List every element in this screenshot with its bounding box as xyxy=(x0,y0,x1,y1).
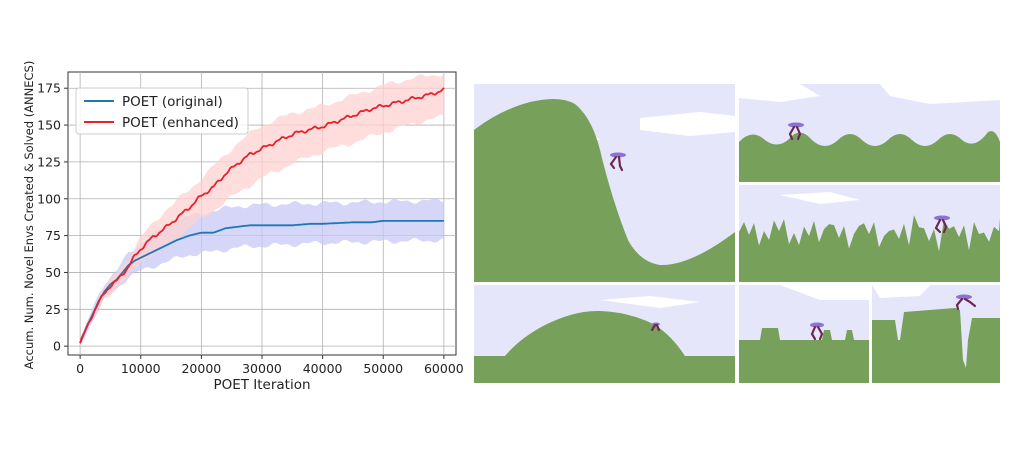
y-tick-label: 175 xyxy=(37,81,61,96)
walker-agent xyxy=(810,322,824,341)
env-panel-big-hill xyxy=(474,84,735,282)
env-panel-dome xyxy=(474,285,735,383)
y-tick-label: 25 xyxy=(45,302,61,317)
x-tick-label: 0 xyxy=(76,361,84,376)
walker-agent xyxy=(934,215,950,234)
x-axis-label: POET Iteration xyxy=(213,377,310,393)
walker-agent xyxy=(650,322,661,332)
y-tick-label: 0 xyxy=(53,339,61,354)
x-tick-label: 20000 xyxy=(181,361,221,376)
walker-agent xyxy=(788,122,804,141)
legend-label-enhanced: POET (enhanced) xyxy=(122,115,239,131)
env-panel-gaps xyxy=(872,285,1000,383)
env-panel-rough xyxy=(739,185,1000,282)
walker-agent xyxy=(955,294,977,311)
env-panel-stumps xyxy=(739,285,869,383)
y-tick-label: 50 xyxy=(45,265,61,280)
y-tick-label: 125 xyxy=(37,154,61,169)
x-tick-label: 60000 xyxy=(424,361,464,376)
series-line xyxy=(79,87,445,344)
legend-box xyxy=(75,87,249,135)
confidence-band xyxy=(80,74,444,348)
x-tick-label: 10000 xyxy=(121,361,161,376)
legend: POET (original) POET (enhanced) xyxy=(75,87,249,135)
y-tick-label: 150 xyxy=(37,118,61,133)
series-lines xyxy=(79,87,445,344)
annecs-chart: 0 10000 20000 30000 40000 50000 60000 0 25 50 75 10… xyxy=(22,61,464,393)
series-line xyxy=(79,220,444,344)
x-tick-label: 50000 xyxy=(363,361,403,376)
y-tick-label: 100 xyxy=(37,191,61,206)
env-panel-bumps xyxy=(739,84,1000,182)
y-tick-label: 75 xyxy=(45,228,61,243)
legend-label-original: POET (original) xyxy=(122,94,223,110)
y-axis-label: Accum. Num. Novel Envs Created & Solved … xyxy=(22,61,36,370)
tick-labels: 0 10000 20000 30000 40000 50000 60000 0 25 50 75 10… xyxy=(37,81,464,376)
confidence-bands xyxy=(80,74,444,348)
walker-agent xyxy=(609,152,626,172)
environment-panels xyxy=(474,84,1000,383)
x-tick-label: 40000 xyxy=(303,361,343,376)
x-tick-label: 30000 xyxy=(242,361,282,376)
